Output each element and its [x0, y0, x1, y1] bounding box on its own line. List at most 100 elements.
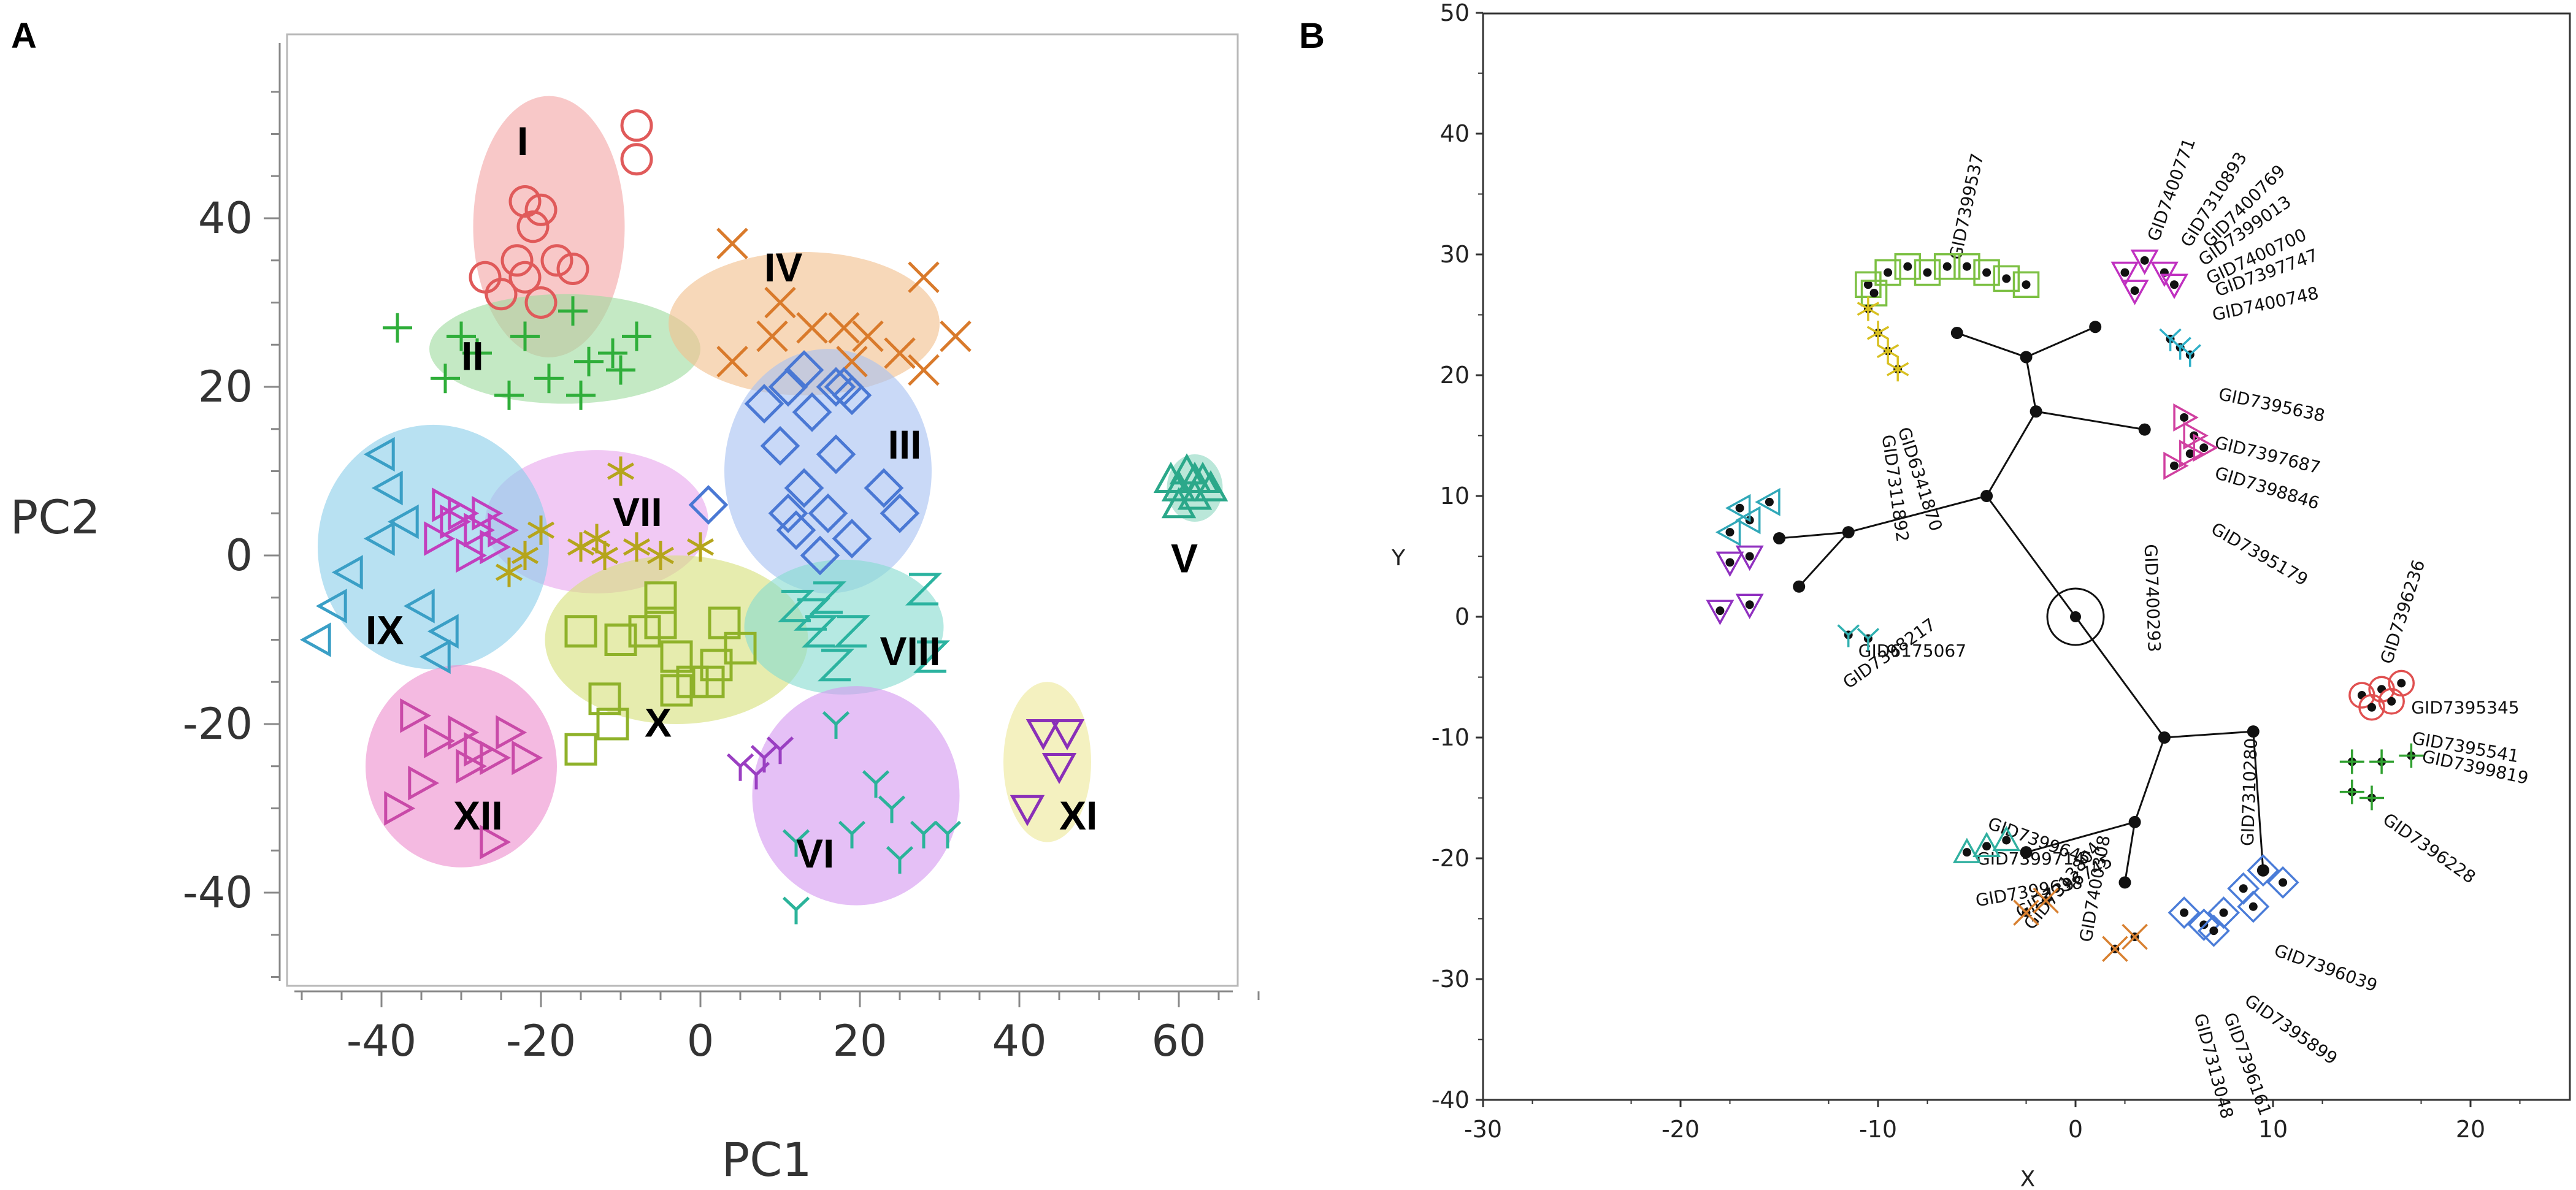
- x-tick-label: -20: [506, 1016, 576, 1066]
- data-point-b: [2187, 908, 2220, 941]
- data-point-b: [1857, 296, 1880, 321]
- leaf-node: [2347, 787, 2356, 796]
- y-tick-label-b: 10: [1440, 482, 1470, 509]
- leaf-node: [2180, 413, 2189, 422]
- y-tick-label-b: -40: [1432, 1086, 1470, 1113]
- data-point-b: [1715, 518, 1741, 547]
- data-point: [440, 504, 472, 540]
- data-point: [796, 311, 828, 344]
- data-point-b: [2359, 785, 2384, 810]
- axes-b: -30 -20 -10 0 10 20 -40 -30 -20 -10 0 10 20 30 40 50: [1432, 0, 2521, 1143]
- data-point-b: [2193, 433, 2218, 462]
- data-point: [496, 715, 527, 750]
- leaf-node: [1765, 497, 1774, 506]
- x-axis-title: PC1: [721, 1132, 811, 1187]
- cluster-label-xii: XII: [453, 793, 503, 838]
- data-point: [508, 261, 542, 294]
- leaf-node: [1982, 268, 1991, 277]
- data-point-b: [1725, 494, 1751, 522]
- data-point: [606, 355, 635, 385]
- leaf-label: GID7395541: [2410, 728, 2520, 766]
- data-point: [604, 624, 637, 656]
- data-point-b: [2369, 749, 2394, 774]
- data-point-b: [1993, 265, 2020, 292]
- leaf-node: [1884, 268, 1893, 277]
- data-point: [469, 261, 502, 294]
- plot-frame-b: [1482, 12, 2571, 1101]
- leaf-label: GID7396161: [2220, 1010, 2275, 1118]
- data-point: [910, 820, 938, 849]
- data-point: [782, 896, 810, 925]
- data-point: [768, 493, 808, 533]
- data-point: [527, 515, 555, 545]
- tree-edge: [2026, 821, 2136, 853]
- leaf-node: [2377, 757, 2386, 766]
- leaf-label: GID7400769: [2199, 161, 2290, 251]
- y-tick-label-b: 30: [1440, 241, 1470, 268]
- data-point-b: [2169, 337, 2191, 360]
- data-point: [1177, 462, 1213, 493]
- leaf-label: GID7310280: [2237, 738, 2261, 846]
- data-point-b: [2179, 440, 2205, 468]
- data-point-b: [2013, 899, 2039, 926]
- data-point-b: [2227, 872, 2260, 905]
- leaf-node: [1735, 503, 1744, 513]
- leaf-node: [2022, 280, 2031, 289]
- leaf-node: [1903, 262, 1912, 271]
- data-point-b: [1914, 259, 1941, 286]
- cluster-label-iv: IV: [764, 245, 802, 290]
- leaf-label: GID7397687: [2213, 432, 2323, 478]
- leaf-node: [2185, 449, 2195, 459]
- leaf-label: GID7395899: [2241, 990, 2341, 1069]
- data-point-b: [1887, 357, 1909, 382]
- data-point: [620, 109, 653, 142]
- data-point-b: [2339, 749, 2364, 774]
- y-tick-label: 40: [198, 193, 253, 243]
- cluster-label-i: I: [517, 118, 528, 164]
- data-point: [488, 513, 519, 547]
- data-point: [933, 820, 962, 849]
- x-tick-label-b: -10: [1859, 1116, 1897, 1143]
- data-point: [1049, 719, 1085, 750]
- data-point-b: [2388, 669, 2415, 697]
- data-point-b: [2183, 421, 2209, 450]
- data-point-b: [1953, 253, 1980, 280]
- branch-node: [1793, 580, 1806, 593]
- data-point: [766, 736, 794, 765]
- leaf-node: [2002, 836, 2011, 845]
- branch-node: [2256, 864, 2269, 877]
- data-point-b: [2168, 896, 2201, 929]
- data-point: [800, 535, 840, 576]
- data-point: [784, 468, 824, 508]
- data-point: [567, 532, 595, 562]
- leaf-node: [2190, 431, 2199, 440]
- leaf-node: [1982, 842, 1991, 851]
- cluster-ellipse-viii: [744, 559, 944, 695]
- leaf-node: [1893, 365, 1903, 374]
- data-point-b: [1952, 837, 1981, 863]
- x-tick-label: 20: [832, 1016, 887, 1066]
- data-point-b: [1972, 831, 2001, 858]
- data-point-b: [2160, 273, 2188, 299]
- data-point-b: [2102, 936, 2128, 962]
- tree-edge: [1798, 532, 1849, 587]
- y-tick-label-b: 50: [1440, 0, 1470, 26]
- x-tick-label-b: 0: [2068, 1116, 2083, 1143]
- leaf-node: [2130, 286, 2139, 296]
- data-point: [1010, 795, 1045, 826]
- leaf-node: [2407, 751, 2416, 760]
- tree-edge: [2025, 357, 2037, 412]
- y-tick-label-b: 0: [1455, 603, 1470, 630]
- leaf-node: [1745, 552, 1754, 561]
- data-point-b: [2130, 250, 2159, 275]
- cluster-label-ix: IX: [366, 607, 404, 652]
- data-point: [1025, 719, 1061, 750]
- data-point: [464, 732, 496, 767]
- leaf-label: GID7396745: [2012, 851, 2116, 923]
- data-point: [432, 487, 464, 522]
- data-point: [878, 795, 906, 823]
- data-point: [808, 493, 848, 533]
- data-point: [776, 510, 816, 551]
- data-point-b: [2358, 694, 2385, 721]
